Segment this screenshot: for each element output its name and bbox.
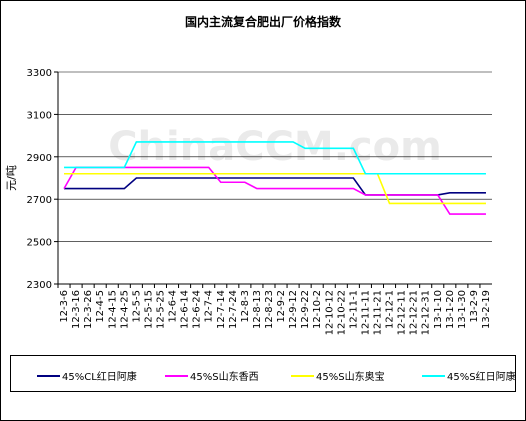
x-tick-label: 12-8-13 bbox=[252, 290, 263, 329]
x-tick-label: 12-7-4 bbox=[204, 290, 215, 323]
x-tick-label: 13-1-20 bbox=[445, 290, 456, 329]
x-tick-label: 12-5-5 bbox=[131, 290, 142, 323]
x-tick-label: 12-5-15 bbox=[143, 290, 154, 329]
y-tick-label: 2700 bbox=[27, 195, 52, 206]
y-tick-label: 2300 bbox=[27, 280, 52, 291]
series-line bbox=[64, 172, 486, 205]
x-tick-label: 12-10-2 bbox=[312, 290, 323, 329]
chart-title: 国内主流复合肥出厂价格指数 bbox=[185, 14, 342, 29]
legend-label: 45%S山东奥宝 bbox=[316, 370, 385, 383]
x-tick-label: 12-4-5 bbox=[95, 290, 106, 323]
x-tick-label: 12-11-21 bbox=[372, 290, 383, 335]
x-tick-label: 12-7-24 bbox=[228, 290, 239, 329]
x-tick-label: 12-4-15 bbox=[107, 290, 118, 329]
x-tick-label: 13-2-19 bbox=[481, 290, 492, 329]
x-tick-label: 12-10-12 bbox=[324, 290, 335, 335]
x-tick-label: 12-9-12 bbox=[288, 290, 299, 329]
x-tick-label: 12-8-3 bbox=[240, 290, 251, 323]
x-tick-label: 12-4-25 bbox=[119, 290, 130, 329]
y-tick-label: 3100 bbox=[27, 110, 52, 121]
x-tick-label: 12-8-23 bbox=[264, 290, 275, 329]
x-tick-label: 12-3-6 bbox=[59, 290, 70, 323]
x-tick-label: 12-6-4 bbox=[168, 290, 179, 323]
x-tick-label: 12-6-14 bbox=[180, 290, 191, 329]
x-tick-label: 12-9-22 bbox=[300, 290, 311, 329]
legend-label: 45%S红日阿康 bbox=[447, 370, 516, 383]
x-tick-label: 12-5-25 bbox=[155, 290, 166, 329]
x-tick-label: 12-7-14 bbox=[216, 290, 227, 329]
x-tick-label: 12-12-21 bbox=[409, 290, 420, 335]
x-tick-label: 12-9-2 bbox=[276, 290, 287, 323]
x-tick-label: 12-12-1 bbox=[385, 290, 396, 329]
x-tick-label: 13-1-10 bbox=[433, 290, 444, 329]
x-tick-label: 12-3-26 bbox=[83, 290, 94, 329]
y-tick-label: 2500 bbox=[27, 238, 52, 249]
x-tick-label: 12-12-11 bbox=[397, 290, 408, 335]
series-line bbox=[64, 141, 486, 175]
legend-label: 45%CL红日阿康 bbox=[62, 370, 137, 383]
x-tick-label: 12-12-31 bbox=[421, 290, 432, 335]
y-tick-label: 2900 bbox=[27, 153, 52, 164]
y-tick-label: 3300 bbox=[27, 68, 52, 79]
x-tick-label: 12-3-16 bbox=[71, 290, 82, 329]
y-axis-label: 元/吨 bbox=[5, 165, 18, 191]
x-tick-label: 12-6-24 bbox=[192, 290, 203, 329]
x-tick-label: 13-2-9 bbox=[469, 290, 480, 323]
x-tick-label: 13-1-30 bbox=[457, 290, 468, 329]
x-tick-label: 12-11-1 bbox=[348, 290, 359, 329]
legend-box bbox=[10, 355, 516, 392]
series-line bbox=[63, 166, 486, 215]
watermark: ChinaCCM.com bbox=[108, 124, 442, 170]
x-tick-label: 12-11-11 bbox=[360, 290, 371, 335]
legend-label: 45%S山东香西 bbox=[190, 370, 259, 383]
x-tick-label: 12-10-22 bbox=[336, 290, 347, 335]
